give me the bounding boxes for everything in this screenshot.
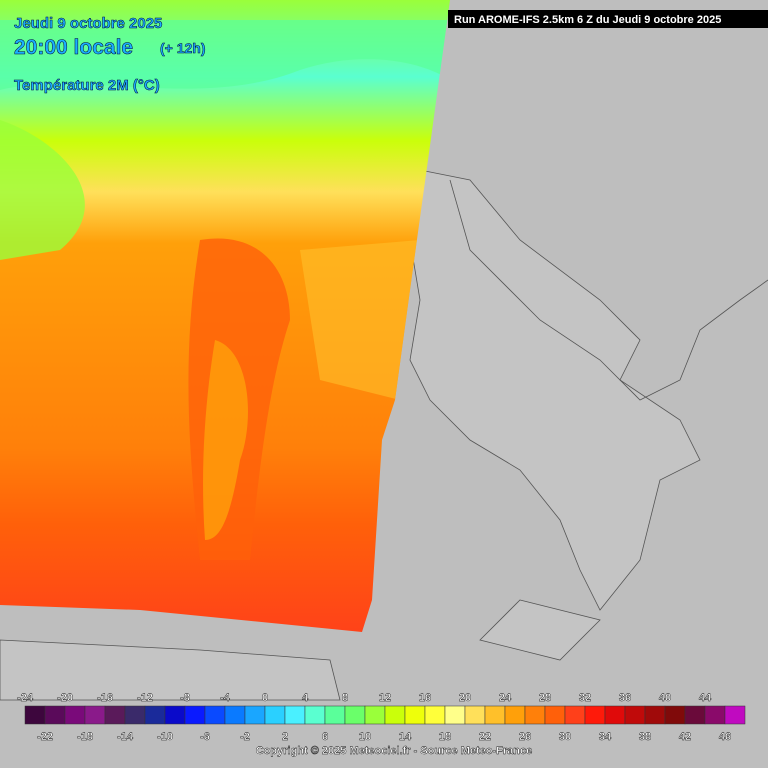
legend-label: 16 (419, 692, 431, 704)
legend-swatch (484, 705, 506, 725)
legend-label: -14 (117, 731, 134, 743)
legend-label: -18 (77, 731, 93, 743)
legend-swatch (44, 705, 66, 725)
legend-label: -6 (200, 731, 210, 743)
legend-swatch (444, 705, 466, 725)
legend-label: -10 (157, 731, 173, 743)
legend-swatch (704, 705, 726, 725)
run-banner (448, 10, 768, 28)
legend-label: 26 (519, 731, 531, 743)
legend-swatch (244, 705, 266, 725)
legend-swatch (584, 705, 606, 725)
legend-swatch (544, 705, 566, 725)
legend-swatch (104, 705, 126, 725)
legend-label: 14 (399, 731, 412, 743)
temperature-field (0, 0, 450, 632)
legend-swatch (424, 705, 446, 725)
legend-swatch (184, 705, 206, 725)
legend-swatch (24, 705, 46, 725)
legend-label: -16 (97, 692, 113, 704)
legend-label: 8 (342, 692, 348, 704)
legend-label: 34 (599, 731, 612, 743)
legend-swatch (124, 705, 146, 725)
legend-swatch (464, 705, 486, 725)
legend-label: 24 (499, 692, 512, 704)
legend-swatch (384, 705, 406, 725)
legend-label: -2 (240, 731, 250, 743)
legend-swatch (624, 705, 646, 725)
legend-swatch (204, 705, 226, 725)
forecast-offset: (+ 12h) (160, 40, 206, 56)
legend-label: 46 (719, 731, 731, 743)
legend-label: 40 (659, 692, 671, 704)
legend-swatch (304, 705, 326, 725)
legend-swatch (644, 705, 666, 725)
legend-swatch (404, 705, 426, 725)
coastlines (0, 169, 768, 701)
legend-label: -12 (137, 692, 153, 704)
legend-label: 22 (479, 731, 491, 743)
legend-swatch (664, 705, 686, 725)
legend-swatch (504, 705, 526, 725)
legend-swatch (344, 705, 366, 725)
legend-label: -8 (180, 692, 190, 704)
legend-label: 0 (262, 692, 268, 704)
legend-label: 44 (699, 692, 712, 704)
legend-label: 4 (302, 692, 309, 704)
legend-swatch (364, 705, 386, 725)
legend-swatch (144, 705, 166, 725)
run-info: Run AROME-IFS 2.5km 6 Z du Jeudi 9 octob… (454, 14, 721, 26)
legend-swatch (564, 705, 586, 725)
legend-swatch (724, 705, 746, 725)
legend-label: 2 (282, 731, 288, 743)
legend-label: 32 (579, 692, 591, 704)
legend-label: 20 (459, 692, 471, 704)
legend-swatch (524, 705, 546, 725)
legend-label: 28 (539, 692, 551, 704)
legend-label: -20 (57, 692, 73, 704)
legend-label: 12 (379, 692, 391, 704)
legend-swatch (264, 705, 286, 725)
legend-swatch (224, 705, 246, 725)
legend-label: -22 (37, 731, 53, 743)
legend-label: 10 (359, 731, 371, 743)
legend-label: -24 (17, 692, 34, 704)
date: Jeudi 9 octobre 2025 (14, 15, 162, 32)
legend-swatch (84, 705, 106, 725)
legend-swatch (684, 705, 706, 725)
legend-swatch (324, 705, 346, 725)
legend-swatch (604, 705, 626, 725)
legend-swatch (64, 705, 86, 725)
parameter: Température 2M (°C) (14, 77, 160, 94)
legend-label: 38 (639, 731, 651, 743)
legend-label: 30 (559, 731, 571, 743)
copyright: Copyright © 2025 Meteociel.fr - Source M… (256, 745, 532, 757)
legend-label: 18 (439, 731, 451, 743)
legend-label: -4 (220, 692, 231, 704)
legend-label: 36 (619, 692, 631, 704)
local-time: 20:00 locale (14, 36, 133, 59)
legend-label: 6 (322, 731, 328, 743)
legend-swatch (284, 705, 306, 725)
color-legend: -24 -20 -16 -12 -8 -4 0 4 8 12 16 20 24 28 32 36 40 44-22… (17, 692, 746, 743)
legend-label: 42 (679, 731, 691, 743)
legend-swatch (164, 705, 186, 725)
